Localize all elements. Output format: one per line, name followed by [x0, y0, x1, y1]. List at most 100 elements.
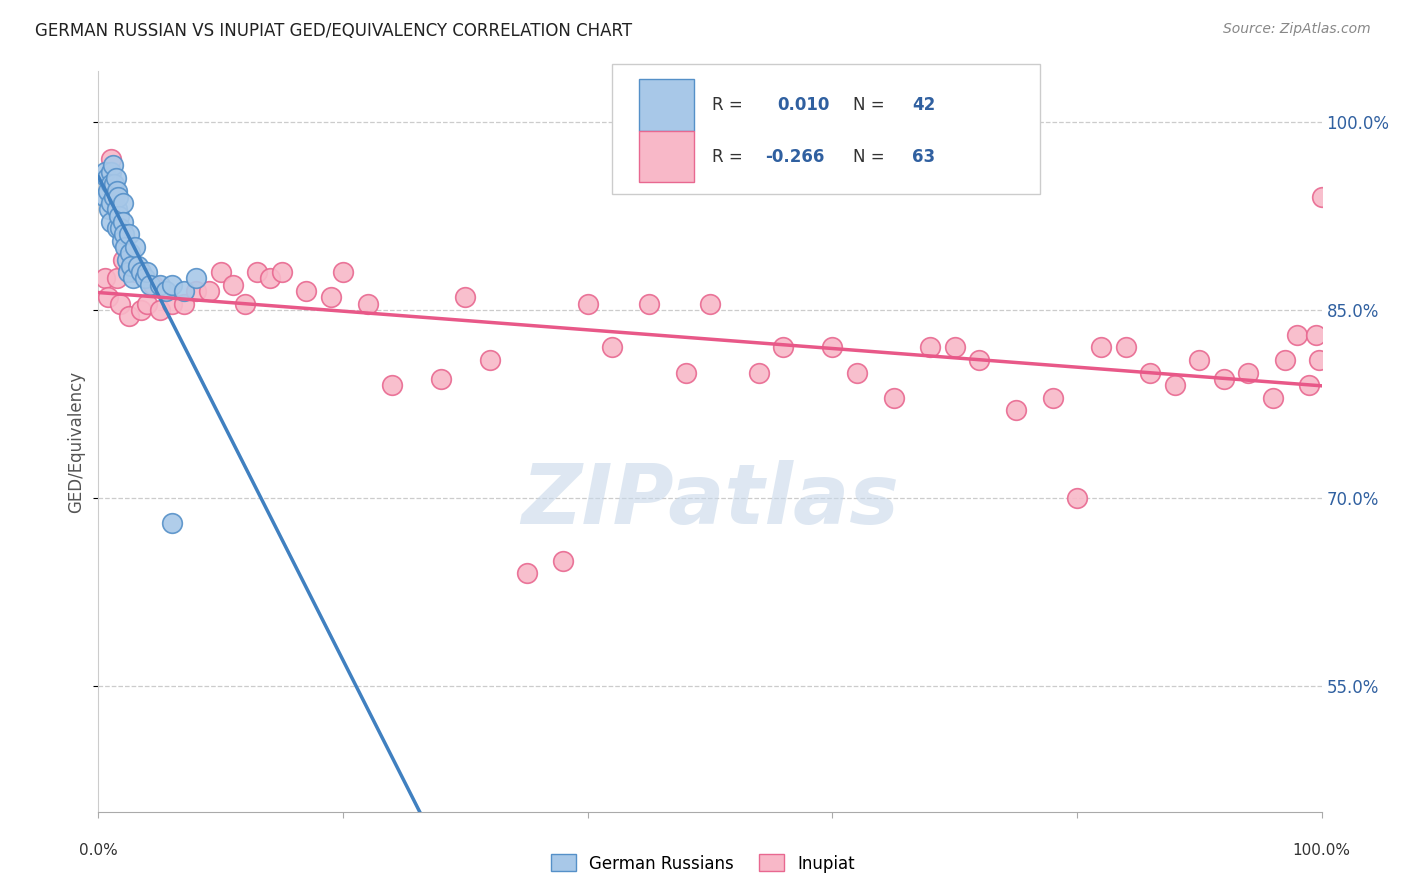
Point — [118, 309, 141, 323]
Point — [103, 178, 125, 192]
Point — [100, 215, 122, 229]
Point — [1115, 340, 1137, 354]
Point — [1274, 353, 1296, 368]
Point — [103, 190, 125, 204]
Point — [100, 165, 122, 179]
Point — [1004, 403, 1026, 417]
Point — [270, 265, 294, 279]
Point — [112, 227, 135, 242]
Point — [97, 290, 120, 304]
Point — [111, 252, 134, 267]
Point — [675, 366, 697, 380]
Point — [136, 265, 159, 279]
Point — [101, 159, 124, 173]
Text: 100.0%: 100.0% — [1292, 843, 1351, 858]
Point — [142, 277, 165, 292]
Point — [101, 190, 124, 204]
Point — [117, 265, 139, 279]
Point — [120, 259, 142, 273]
Point — [332, 265, 354, 279]
Point — [638, 296, 661, 310]
Point — [118, 227, 141, 242]
Point — [1188, 353, 1211, 368]
Point — [845, 366, 868, 380]
Point — [1139, 366, 1161, 380]
Point — [105, 184, 128, 198]
Point — [98, 202, 121, 217]
Point — [124, 240, 146, 254]
Point — [104, 171, 127, 186]
Point — [155, 284, 177, 298]
Text: 42: 42 — [912, 95, 935, 113]
Point — [124, 265, 146, 279]
Point — [1066, 491, 1088, 505]
Point — [699, 296, 721, 310]
Point — [121, 271, 143, 285]
Point — [186, 271, 208, 285]
Text: ZIPatlas: ZIPatlas — [522, 460, 898, 541]
Text: 63: 63 — [912, 147, 935, 166]
Point — [1164, 378, 1187, 392]
Point — [209, 265, 232, 279]
Point — [96, 171, 118, 186]
Point — [108, 209, 131, 223]
Point — [1237, 366, 1260, 380]
Point — [821, 340, 844, 354]
Point — [93, 165, 115, 179]
Text: -0.266: -0.266 — [765, 147, 824, 166]
Point — [111, 196, 134, 211]
Point — [600, 340, 623, 354]
Point — [100, 196, 122, 211]
Point — [515, 566, 537, 581]
Point — [173, 296, 195, 310]
Text: 0.0%: 0.0% — [79, 843, 118, 858]
Point — [233, 296, 256, 310]
Point — [129, 265, 152, 279]
Point — [943, 340, 966, 354]
Point — [115, 252, 138, 267]
Point — [356, 296, 378, 310]
Point — [1286, 327, 1309, 342]
Point — [748, 366, 770, 380]
Point — [160, 516, 183, 530]
Point — [105, 271, 128, 285]
Point — [97, 184, 120, 198]
Point — [149, 277, 172, 292]
Text: N =: N = — [853, 147, 890, 166]
Point — [149, 302, 172, 317]
Y-axis label: GED/Equivalency: GED/Equivalency — [67, 370, 86, 513]
Point — [186, 284, 208, 298]
Point — [576, 296, 599, 310]
Text: N =: N = — [853, 95, 890, 113]
Point — [381, 378, 404, 392]
Point — [259, 271, 281, 285]
Point — [197, 284, 219, 298]
Point — [1310, 190, 1333, 204]
Point — [1308, 353, 1330, 368]
Point — [1261, 391, 1284, 405]
Point — [127, 259, 149, 273]
Point — [139, 277, 162, 292]
Point — [1298, 378, 1320, 392]
Point — [105, 202, 128, 217]
Point — [129, 302, 152, 317]
Point — [1305, 327, 1327, 342]
Text: 0.010: 0.010 — [778, 95, 830, 113]
Point — [478, 353, 501, 368]
FancyBboxPatch shape — [640, 130, 695, 183]
Point — [1090, 340, 1112, 354]
Point — [114, 240, 136, 254]
Point — [120, 246, 142, 260]
Point — [100, 178, 122, 192]
Point — [222, 277, 245, 292]
Point — [93, 271, 115, 285]
Point — [883, 391, 905, 405]
Point — [134, 271, 156, 285]
Point — [160, 296, 183, 310]
Text: R =: R = — [713, 95, 748, 113]
Point — [246, 265, 269, 279]
Point — [100, 152, 122, 166]
Point — [111, 234, 134, 248]
Point — [173, 284, 195, 298]
Point — [920, 340, 942, 354]
